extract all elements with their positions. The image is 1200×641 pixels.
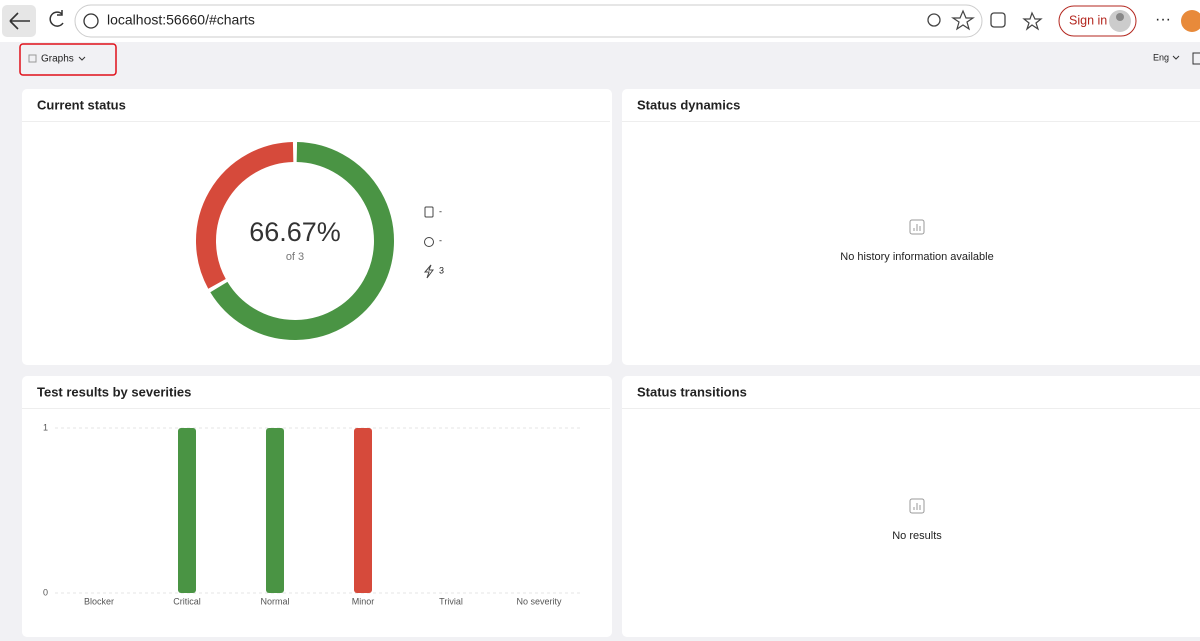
copilot-icon[interactable] — [1181, 10, 1200, 32]
language-menu[interactable]: Eng — [1153, 52, 1169, 62]
x-tick-label: Critical — [173, 596, 201, 606]
panel-title: Test results by severities — [37, 384, 191, 399]
stat-icon — [424, 206, 434, 218]
panel-title: Status dynamics — [637, 97, 740, 112]
y-tick-label: 0 — [43, 587, 48, 597]
stat-value: - — [439, 206, 442, 216]
panel — [622, 89, 1200, 365]
stat-icon — [423, 264, 434, 279]
donut-segment — [210, 142, 394, 340]
x-tick-label: Trivial — [439, 596, 463, 606]
more-menu[interactable]: ··· — [1155, 11, 1171, 28]
panel — [22, 89, 612, 365]
zoom-icon[interactable] — [927, 13, 941, 27]
panel-title: Status transitions — [637, 384, 747, 399]
back-icon — [9, 12, 30, 30]
bar — [266, 428, 284, 593]
x-tick-label: Normal — [260, 596, 289, 606]
highlight — [19, 43, 117, 76]
chevron — [78, 56, 86, 61]
empty-message: No results — [892, 530, 942, 542]
url: localhost:56660/#charts — [107, 12, 255, 28]
chevron — [1172, 55, 1180, 60]
sign-in-label: Sign in — [1069, 13, 1107, 27]
stat-value: 3 — [439, 265, 444, 275]
refresh-button[interactable] — [49, 10, 64, 27]
donut-center-sublabel: of 3 — [286, 251, 304, 263]
chart-icon — [909, 219, 925, 235]
bar — [178, 428, 196, 593]
address-bar[interactable] — [74, 4, 983, 38]
chart-icon-bars — [913, 503, 921, 510]
panel — [22, 376, 612, 637]
graphs-menu[interactable]: Graphs — [41, 54, 74, 65]
stat-icon — [424, 237, 434, 247]
panel-title: Current status — [37, 97, 126, 112]
x-tick-label: Minor — [352, 596, 375, 606]
graphs-icon — [28, 54, 37, 63]
panel — [622, 376, 1200, 637]
avatar-head — [1116, 13, 1124, 21]
favorite-icon[interactable] — [951, 9, 975, 31]
y-tick-label: 1 — [43, 422, 48, 432]
chart-icon — [909, 498, 925, 514]
bar — [354, 428, 372, 593]
favorites-icon[interactable] — [1022, 11, 1043, 31]
layout-toggle[interactable] — [1192, 52, 1200, 65]
stat-value: - — [439, 235, 442, 245]
empty-message: No history information available — [840, 251, 993, 263]
extensions-icon[interactable] — [990, 12, 1006, 28]
info-icon — [83, 13, 99, 29]
x-tick-label: Blocker — [84, 596, 114, 606]
chart-icon-bars — [913, 224, 921, 231]
x-tick-label: No severity — [516, 596, 562, 606]
donut-center-label: 66.67% — [249, 217, 341, 247]
donut-segment — [196, 142, 294, 289]
